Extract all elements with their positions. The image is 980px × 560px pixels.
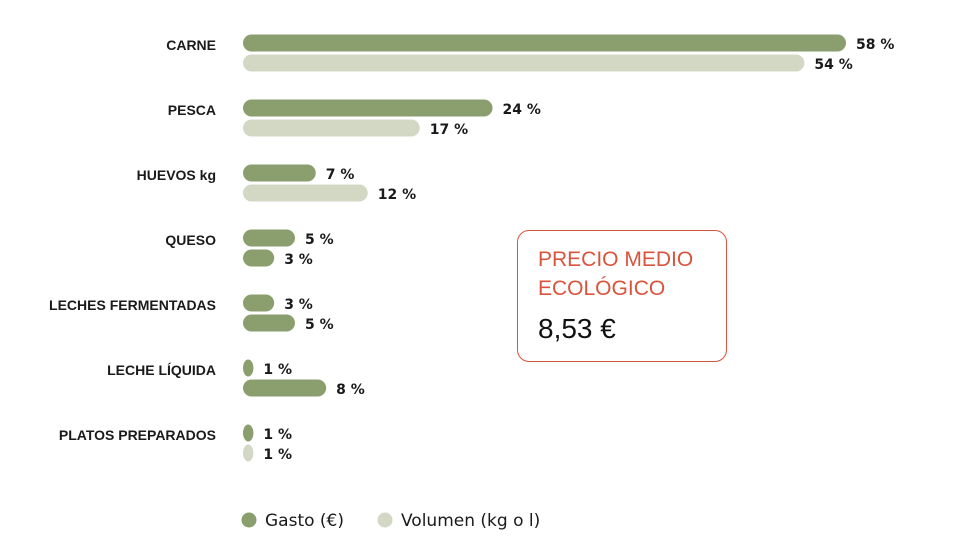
bar-gasto xyxy=(243,34,846,52)
data-label: 3 % xyxy=(284,252,313,268)
bar-gasto xyxy=(243,99,493,117)
bar-volumen xyxy=(243,119,420,137)
data-label: 1 % xyxy=(263,362,292,378)
data-label: 8 % xyxy=(336,382,365,398)
data-label: 5 % xyxy=(305,232,334,248)
legend-swatch xyxy=(377,512,393,528)
data-label: 1 % xyxy=(263,447,292,463)
legend-label: Volumen (kg o l) xyxy=(401,511,540,531)
price-box-title: PRECIO MEDIO ECOLÓGICO xyxy=(538,248,694,300)
price-box-value: 8,53 € xyxy=(538,313,616,344)
category-label: PESCA xyxy=(168,102,216,118)
legend-swatch xyxy=(241,512,257,528)
bar-gasto xyxy=(243,294,275,312)
data-label: 12 % xyxy=(378,187,416,203)
bar-gasto xyxy=(243,229,295,247)
bar-volumen xyxy=(243,184,368,202)
bar-gasto xyxy=(243,359,254,377)
data-label: 1 % xyxy=(263,427,292,443)
data-label: 54 % xyxy=(814,57,852,73)
category-label: QUESO xyxy=(165,232,216,248)
data-label: 17 % xyxy=(430,122,468,138)
data-label: 24 % xyxy=(503,102,541,118)
bar-gasto xyxy=(243,424,254,442)
data-label: 58 % xyxy=(856,37,894,53)
bar-gasto xyxy=(243,164,316,182)
bar-volumen xyxy=(243,54,805,72)
bar-volumen xyxy=(243,444,254,462)
data-label: 5 % xyxy=(305,317,334,333)
category-label: LECHES FERMENTADAS xyxy=(49,297,216,313)
category-label: HUEVOS kg xyxy=(137,167,216,183)
price-box: PRECIO MEDIO ECOLÓGICO 8,53 € xyxy=(517,230,727,362)
bar-volumen xyxy=(243,249,275,267)
bar-volumen xyxy=(243,379,327,397)
legend-label: Gasto (€) xyxy=(265,511,344,531)
category-label: LECHE LÍQUIDA xyxy=(107,362,216,378)
category-label: PLATOS PREPARADOS xyxy=(59,427,216,443)
bar-volumen xyxy=(243,314,295,332)
category-label: CARNE xyxy=(166,37,216,53)
data-label: 7 % xyxy=(326,167,355,183)
data-label: 3 % xyxy=(284,297,313,313)
